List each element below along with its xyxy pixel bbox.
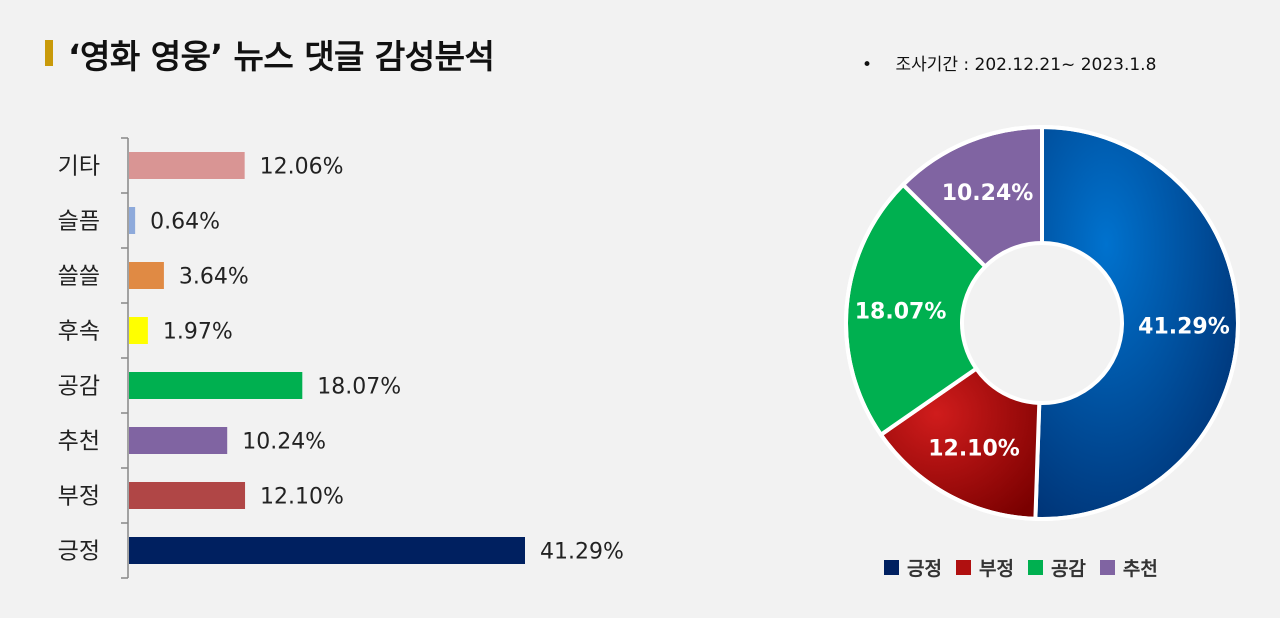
period-text: 조사기간 : 202.12.21~ 2023.1.8	[895, 55, 1157, 75]
category-label: 공감	[58, 374, 100, 400]
bar-value-label: 10.24%	[242, 430, 326, 455]
slice-value-label: 10.24%	[942, 181, 1034, 206]
donut-chart: 41.29% 12.10% 18.07% 10.24%	[844, 124, 1240, 521]
legend-swatch	[955, 560, 971, 575]
survey-period: • 조사기간 : 202.12.21~ 2023.1.8	[862, 50, 1156, 75]
legend-swatch	[1027, 560, 1043, 575]
category-label: 기타	[58, 154, 100, 180]
bar-value-label: 12.10%	[260, 485, 344, 510]
legend-item: 추천	[1099, 554, 1158, 581]
category-label: 긍정	[58, 539, 100, 565]
period-bullet: •	[862, 55, 873, 75]
bar	[129, 207, 136, 234]
category-label: 쓸쓸	[58, 264, 100, 290]
donut-outline	[844, 125, 1240, 521]
bar-chart: 기타 12.06% 슬픔 0.64% 쓸쓸 3.64% 후속 1.97% 공감 18.07% 추천 1…	[58, 137, 624, 579]
category-label: 추천	[58, 429, 100, 455]
bar-value-label: 1.97%	[163, 320, 233, 345]
category-label: 부정	[58, 484, 100, 510]
legend-item: 긍정	[884, 554, 942, 581]
legend-item: 공감	[1027, 554, 1086, 581]
bar	[129, 372, 303, 399]
title-accent-bar	[45, 40, 53, 66]
bar	[129, 262, 164, 289]
bar-value-label: 41.29%	[540, 540, 624, 565]
bar-value-label: 0.64%	[150, 210, 220, 235]
bar-value-label: 3.64%	[179, 265, 249, 290]
bar	[129, 317, 148, 344]
slice-value-label: 41.29%	[1138, 314, 1230, 339]
legend-item: 부정	[955, 554, 1014, 581]
donut-legend: 긍정 부정 공감 추천	[884, 554, 1158, 581]
bar	[129, 482, 246, 509]
bar-value-label: 12.06%	[260, 155, 344, 180]
slice-value-label: 12.10%	[928, 437, 1020, 462]
bar-value-label: 18.07%	[317, 375, 401, 400]
bar	[129, 427, 228, 454]
category-label: 슬픔	[58, 209, 100, 235]
slice-value-label: 18.07%	[855, 299, 947, 324]
legend-label: 추천	[1122, 558, 1158, 580]
legend-swatch	[1099, 560, 1115, 575]
bar	[129, 537, 525, 564]
category-label: 후속	[58, 319, 100, 345]
legend-label: 부정	[978, 558, 1014, 580]
legend-swatch	[884, 560, 899, 575]
legend-label: 공감	[1050, 558, 1086, 580]
page-title: ‘영화 영웅’ 뉴스 댓글 감성분석	[68, 37, 495, 76]
legend-label: 긍정	[907, 558, 942, 580]
bar	[129, 152, 245, 179]
